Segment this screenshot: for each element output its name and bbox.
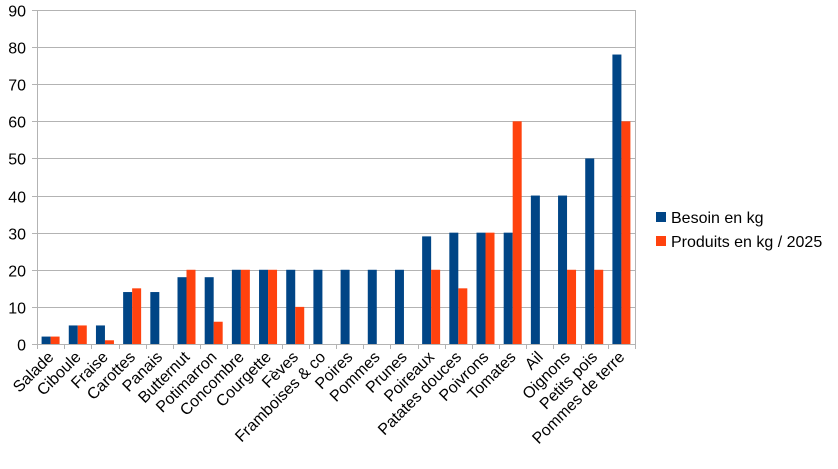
bar-besoin-3 [123,292,133,344]
gridlines [37,10,635,308]
bar-besoin-1 [68,325,78,344]
y-tick-label-90: 90 [8,4,26,21]
bar-besoin-14 [422,236,432,344]
y-tick-label-70: 70 [8,78,26,95]
bar-produits-17 [512,121,522,344]
bar-produits-21 [621,121,631,344]
bar-produits-7 [240,269,250,344]
bar-besoin-7 [231,269,241,344]
y-tick-label-30: 30 [8,227,26,244]
bar-besoin-16 [476,232,486,344]
bar-produits-8 [268,269,278,344]
bars [41,54,631,345]
bar-produits-19 [567,269,577,344]
legend: Besoin en kg Produits en kg / 2025 [656,210,822,251]
y-tick-label-50: 50 [8,152,26,169]
bar-besoin-12 [367,269,377,344]
y-tick-label-0: 0 [17,338,26,355]
legend-swatch-produits [656,236,666,246]
bar-besoin-13 [394,269,404,344]
bar-besoin-2 [95,325,105,344]
bar-produits-2 [104,340,114,344]
bar-produits-3 [132,288,142,344]
y-tick-label-10: 10 [8,301,26,318]
bar-produits-20 [594,269,604,344]
bar-produits-5 [186,269,196,344]
bar-produits-0 [50,336,60,344]
bar-produits-14 [431,269,441,344]
bar-besoin-10 [313,269,323,344]
legend-label-besoin: Besoin en kg [671,210,764,227]
y-tick-label-40: 40 [8,190,26,207]
bar-produits-6 [213,321,223,344]
y-tick-label-60: 60 [8,115,26,132]
axes [32,10,636,349]
legend-label-produits: Produits en kg / 2025 [671,234,822,251]
bar-besoin-18 [530,195,540,344]
legend-swatch-besoin [656,212,666,222]
bar-besoin-11 [340,269,350,344]
bar-besoin-15 [449,232,459,344]
bar-besoin-20 [585,158,595,344]
y-tick-labels: 0 10 20 30 40 50 60 70 80 90 [8,4,26,355]
bar-besoin-4 [150,292,160,344]
bar-besoin-6 [204,277,214,344]
bar-besoin-19 [558,195,568,344]
bar-besoin-8 [259,269,269,344]
bar-besoin-5 [177,277,187,344]
bar-besoin-21 [612,54,622,345]
bar-besoin-9 [286,269,296,344]
y-tick-label-80: 80 [8,41,26,58]
bar-besoin-0 [41,336,51,344]
bar-produits-16 [485,232,495,344]
y-tick-label-20: 20 [8,264,26,281]
x-tick-labels: SaladeCibouleFraiseCarottesPanaisButtern… [10,348,628,447]
bar-produits-9 [295,306,305,344]
bar-besoin-17 [503,232,513,344]
bar-produits-15 [458,288,468,344]
bar-produits-1 [77,325,87,344]
